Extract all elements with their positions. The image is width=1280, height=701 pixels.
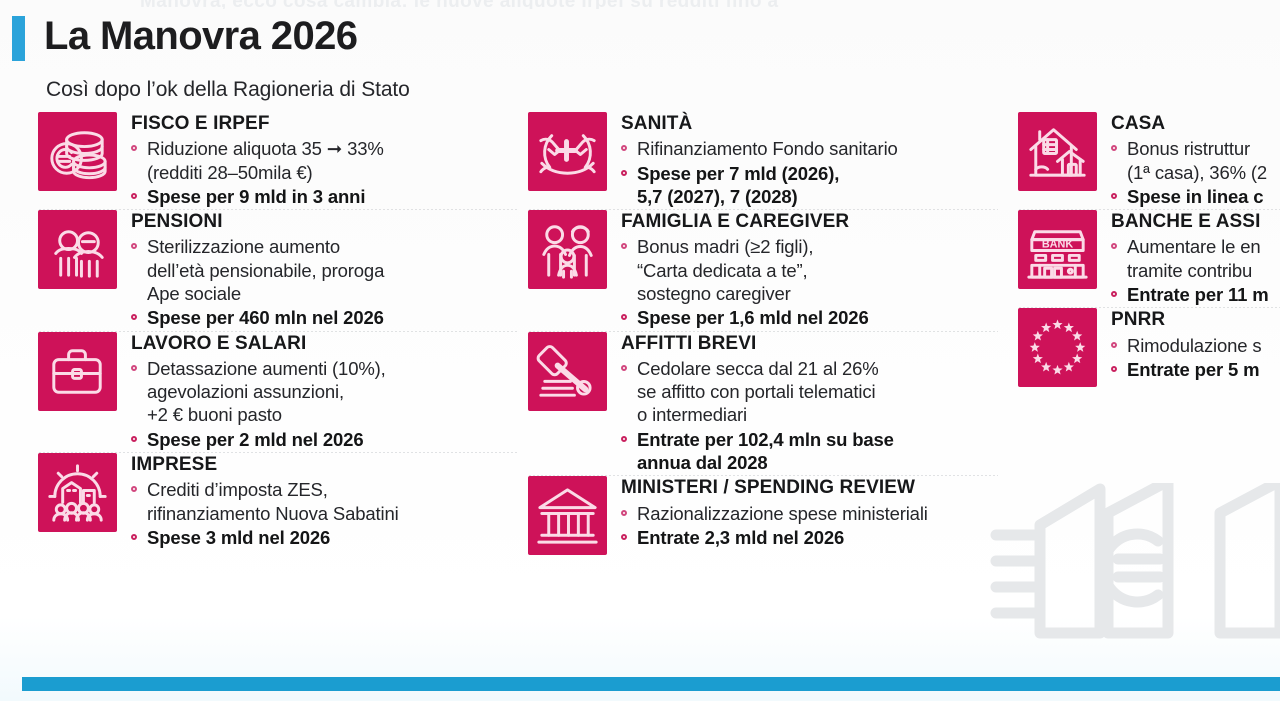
gavel-icon — [528, 331, 607, 411]
point-item-highlight: Spese per 460 mln nel 2026 — [131, 306, 518, 329]
point-item: Bonus madri (≥2 figli), “Carta dedicata … — [621, 235, 998, 305]
block-separator — [38, 330, 518, 332]
point-item: Razionalizzazione spese ministeriali — [621, 502, 998, 525]
point-item: Crediti d’imposta ZES, rifinanziamento N… — [131, 478, 518, 525]
block-affitti-brevi: AFFITTI BREVI Cedolare secca dal 21 al 26… — [528, 331, 998, 476]
two-people-icon — [38, 210, 117, 290]
category-title: AFFITTI BREVI — [621, 332, 757, 354]
point-list: Aumentare le en tramite contribu Entrate … — [1111, 235, 1280, 306]
block-separator — [528, 475, 998, 477]
point-item: Riduzione aliquota 35 ➞ 33% (redditi 28–… — [131, 137, 518, 184]
point-item-highlight: Spese per 9 mld in 3 anni — [131, 185, 518, 208]
point-item: Rifinanziamento Fondo sanitario — [621, 137, 998, 160]
point-item-highlight: Entrate per 5 m — [1111, 358, 1280, 381]
euro-documents-watermark — [990, 483, 1280, 639]
category-title: SANITÀ — [621, 113, 693, 134]
block-separator — [38, 452, 518, 454]
point-item: Detassazione aumenti (10%), agevolazioni… — [131, 357, 518, 427]
point-list: Riduzione aliquota 35 ➞ 33% (redditi 28–… — [131, 137, 518, 208]
block-body: PENSIONI Sterilizzazione aumento dell’età… — [131, 210, 518, 330]
category-title: BANCHE E ASSI — [1111, 211, 1261, 233]
point-item: Cedolare secca dal 21 al 26% se affitto … — [621, 357, 998, 427]
point-item: Sterilizzazione aumento dell’età pension… — [131, 235, 518, 305]
block-body: IMPRESE Crediti d’imposta ZES, rifinanzia… — [131, 453, 518, 550]
point-item-highlight: Entrate per 11 m — [1111, 283, 1280, 306]
clipped-headline-remnant: Manovra, ecco cosa cambia: le nuove aliq… — [140, 0, 1200, 9]
point-list: Razionalizzazione spese ministeriali Entr… — [621, 502, 998, 550]
block-casa: CASA Bonus ristruttur (1ª casa), 36% (2 Sp… — [1018, 112, 1280, 209]
category-title: IMPRESE — [131, 454, 218, 476]
point-item: Rimodulazione s — [1111, 334, 1280, 357]
block-ministeri-spending-review: MINISTERI / SPENDING REVIEW Razionalizzaz… — [528, 476, 998, 556]
bank-icon: BANK — [1018, 210, 1097, 290]
block-body: FAMIGLIA E CAREGIVER Bonus madri (≥2 figl… — [621, 210, 998, 330]
point-item-highlight: Spese per 2 mld nel 2026 — [131, 428, 518, 451]
category-title: LAVORO E SALARI — [131, 332, 307, 354]
column-left: FISCO E IRPEF Riduzione aliquota 35 ➞ 33%… — [38, 112, 518, 550]
block-separator — [38, 209, 518, 211]
family-icon — [528, 210, 607, 290]
classical-building-icon — [528, 476, 607, 556]
block-pensioni: PENSIONI Sterilizzazione aumento dell’età… — [38, 210, 518, 330]
block-pnrr: PNRR Rimodulazione s Entrate per 5 m — [1018, 308, 1280, 388]
point-list: Rifinanziamento Fondo sanitario Spese per… — [621, 137, 998, 208]
block-body: FISCO E IRPEF Riduzione aliquota 35 ➞ 33%… — [131, 112, 518, 209]
block-separator — [528, 330, 998, 332]
point-list: Rimodulazione s Entrate per 5 m — [1111, 334, 1280, 382]
block-separator — [1018, 209, 1280, 211]
eu-stars-icon — [1018, 308, 1097, 388]
bottom-accent-bar — [22, 677, 1280, 691]
block-sanita: SANITÀ Rifinanziamento Fondo sanitario Spe… — [528, 112, 998, 209]
block-lavoro-e-salari: LAVORO E SALARI Detassazione aumenti (10%… — [38, 331, 518, 452]
point-item-highlight: Entrate 2,3 mld nel 2026 — [621, 526, 998, 549]
point-list: Sterilizzazione aumento dell’età pension… — [131, 235, 518, 329]
svg-text:BANK: BANK — [1042, 239, 1074, 251]
point-item: Bonus ristruttur (1ª casa), 36% (2 — [1111, 137, 1280, 184]
block-separator — [528, 209, 998, 211]
title-accent-bar — [12, 16, 25, 61]
block-imprese: IMPRESE Crediti d’imposta ZES, rifinanzia… — [38, 453, 518, 550]
point-list: Detassazione aumenti (10%), agevolazioni… — [131, 357, 518, 451]
block-body: PNRR Rimodulazione s Entrate per 5 m — [1111, 308, 1280, 387]
block-separator — [1018, 307, 1280, 309]
point-item-highlight: Spese per 1,6 mld nel 2026 — [621, 306, 998, 329]
block-famiglia-e-caregiver: FAMIGLIA E CAREGIVER Bonus madri (≥2 figl… — [528, 210, 998, 330]
point-item: Aumentare le en tramite contribu — [1111, 235, 1280, 282]
point-item-highlight: Spese per 7 mld (2026), 5,7 (2027), 7 (2… — [621, 162, 998, 209]
hands-cross-icon — [528, 112, 607, 191]
category-title: FISCO E IRPEF — [131, 113, 270, 134]
house-icon — [1018, 112, 1097, 191]
block-banche-e-assicurazioni: BANK BANCHE E ASSI Aumentare le en tramit… — [1018, 210, 1280, 307]
point-list: Crediti d’imposta ZES, rifinanziamento N… — [131, 478, 518, 549]
category-title: CASA — [1111, 113, 1166, 134]
column-right: CASA Bonus ristruttur (1ª casa), 36% (2 Sp… — [1018, 112, 1280, 388]
coins-euro-icon — [38, 112, 117, 191]
point-list: Bonus ristruttur (1ª casa), 36% (2 Spese … — [1111, 137, 1280, 208]
block-body: BANCHE E ASSI Aumentare le en tramite con… — [1111, 210, 1280, 307]
factory-gear-icon — [38, 453, 117, 533]
page-title: La Manovra 2026 — [44, 14, 358, 58]
briefcase-icon — [38, 331, 117, 411]
block-body: CASA Bonus ristruttur (1ª casa), 36% (2 Sp… — [1111, 112, 1280, 209]
block-body: AFFITTI BREVI Cedolare secca dal 21 al 26… — [621, 332, 998, 476]
point-list: Bonus madri (≥2 figli), “Carta dedicata … — [621, 235, 998, 329]
point-item-highlight: Spese 3 mld nel 2026 — [131, 526, 518, 549]
block-fisco-e-irpef: FISCO E IRPEF Riduzione aliquota 35 ➞ 33%… — [38, 112, 518, 209]
column-center: SANITÀ Rifinanziamento Fondo sanitario Spe… — [528, 112, 998, 556]
point-list: Cedolare secca dal 21 al 26% se affitto … — [621, 357, 998, 474]
block-body: MINISTERI / SPENDING REVIEW Razionalizzaz… — [621, 476, 998, 555]
page-subtitle: Così dopo l’ok della Ragioneria di Stato — [46, 78, 410, 101]
category-title: FAMIGLIA E CAREGIVER — [621, 211, 850, 233]
category-title: MINISTERI / SPENDING REVIEW — [621, 477, 916, 499]
point-item-highlight: Entrate per 102,4 mln su base annua dal … — [621, 428, 998, 475]
block-body: SANITÀ Rifinanziamento Fondo sanitario Spe… — [621, 112, 998, 209]
point-item-highlight: Spese in linea c — [1111, 185, 1280, 208]
category-title: PENSIONI — [131, 211, 223, 233]
category-title: PNRR — [1111, 309, 1166, 331]
block-body: LAVORO E SALARI Detassazione aumenti (10%… — [131, 332, 518, 452]
